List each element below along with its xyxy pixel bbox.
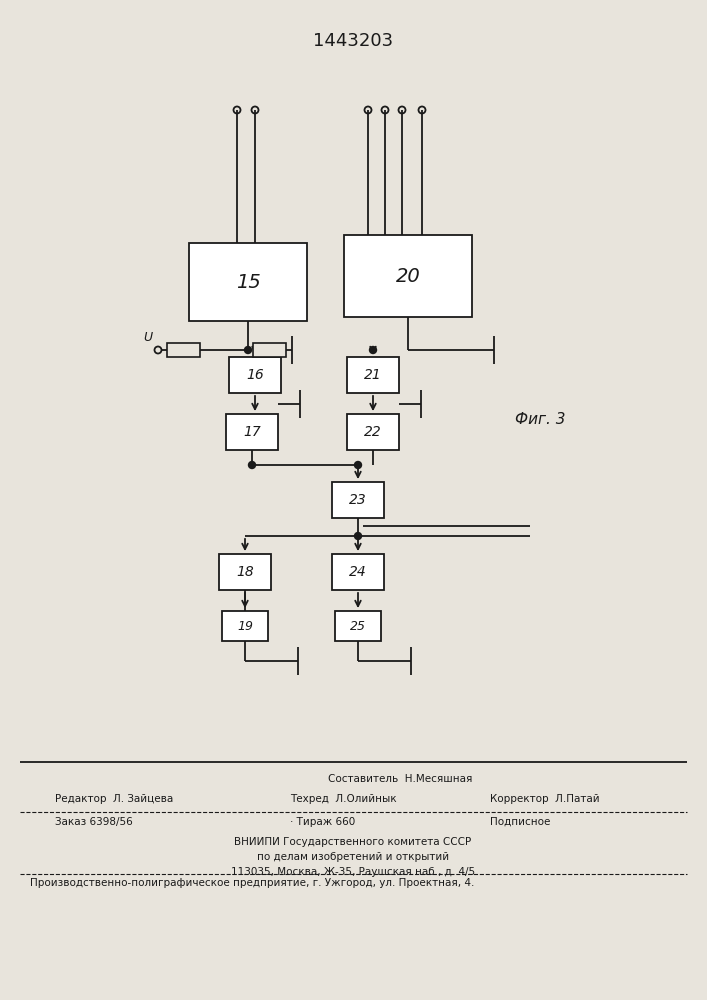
Text: 17: 17 <box>243 425 261 439</box>
Text: 24: 24 <box>349 565 367 579</box>
Bar <box>253 343 286 357</box>
Circle shape <box>354 462 361 468</box>
Bar <box>189 243 307 321</box>
Text: 18: 18 <box>236 565 254 579</box>
Text: Подписное: Подписное <box>490 817 550 827</box>
Bar <box>347 357 399 393</box>
Text: Фиг. 3: Фиг. 3 <box>515 412 566 428</box>
Text: · Тираж 660: · Тираж 660 <box>290 817 355 827</box>
Text: 25: 25 <box>350 619 366 633</box>
Circle shape <box>354 532 361 540</box>
Text: U: U <box>143 331 152 344</box>
Text: 113035, Москва, Ж-35, Раушская наб., д. 4/5: 113035, Москва, Ж-35, Раушская наб., д. … <box>231 867 475 877</box>
Text: Производственно-полиграфическое предприятие, г. Ужгород, ул. Проектная, 4.: Производственно-полиграфическое предприя… <box>30 878 474 888</box>
Text: 1443203: 1443203 <box>313 32 393 50</box>
Text: 20: 20 <box>396 266 421 286</box>
Bar <box>229 357 281 393</box>
Text: Редактор  Л. Зайцева: Редактор Л. Зайцева <box>55 794 173 804</box>
Text: 22: 22 <box>364 425 382 439</box>
Bar <box>347 414 399 450</box>
Text: Техред  Л.Олийнык: Техред Л.Олийнык <box>290 794 397 804</box>
Text: 19: 19 <box>237 619 253 633</box>
Text: ВНИИПИ Государственного комитета СССР: ВНИИПИ Государственного комитета СССР <box>235 837 472 847</box>
Bar <box>167 343 200 357</box>
Bar <box>222 611 268 641</box>
Circle shape <box>245 347 252 354</box>
Text: 15: 15 <box>235 272 260 292</box>
Bar <box>344 235 472 317</box>
Text: 21: 21 <box>364 368 382 382</box>
Bar <box>332 482 384 518</box>
Circle shape <box>248 462 255 468</box>
Bar <box>335 611 381 641</box>
Text: 16: 16 <box>246 368 264 382</box>
Text: 23: 23 <box>349 493 367 507</box>
Circle shape <box>370 347 377 354</box>
Text: Составитель  Н.Месяшная: Составитель Н.Месяшная <box>328 774 472 784</box>
Bar <box>219 554 271 590</box>
Text: по делам изобретений и открытий: по делам изобретений и открытий <box>257 852 449 862</box>
Text: Корректор  Л.Патай: Корректор Л.Патай <box>490 794 600 804</box>
Bar <box>226 414 278 450</box>
Bar <box>332 554 384 590</box>
Text: Заказ 6398/56: Заказ 6398/56 <box>55 817 133 827</box>
